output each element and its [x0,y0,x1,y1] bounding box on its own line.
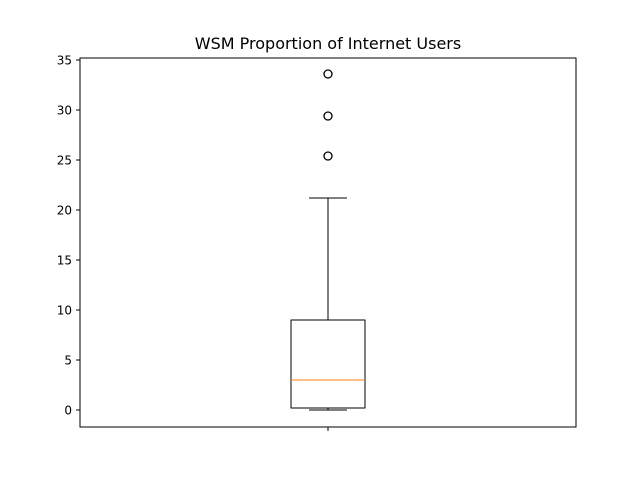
iqr-box [290,319,366,409]
y-tick-label: 35 [57,54,72,68]
y-tick-label: 15 [57,254,72,268]
axes-frame [79,57,577,428]
plot-area: 0 5 10 15 20 25 30 35 [57,54,366,431]
y-tick-label: 10 [57,304,72,318]
y-tick-label: 5 [64,354,72,368]
outlier-point [323,151,333,161]
chart-title: WSM Proportion of Internet Users [195,34,461,53]
y-tick-label: 25 [57,154,72,168]
y-tick-label: 0 [64,404,72,418]
outlier-point [323,69,333,79]
outlier-point [323,111,333,121]
y-tick-label: 30 [57,104,72,118]
y-tick-label: 20 [57,204,72,218]
